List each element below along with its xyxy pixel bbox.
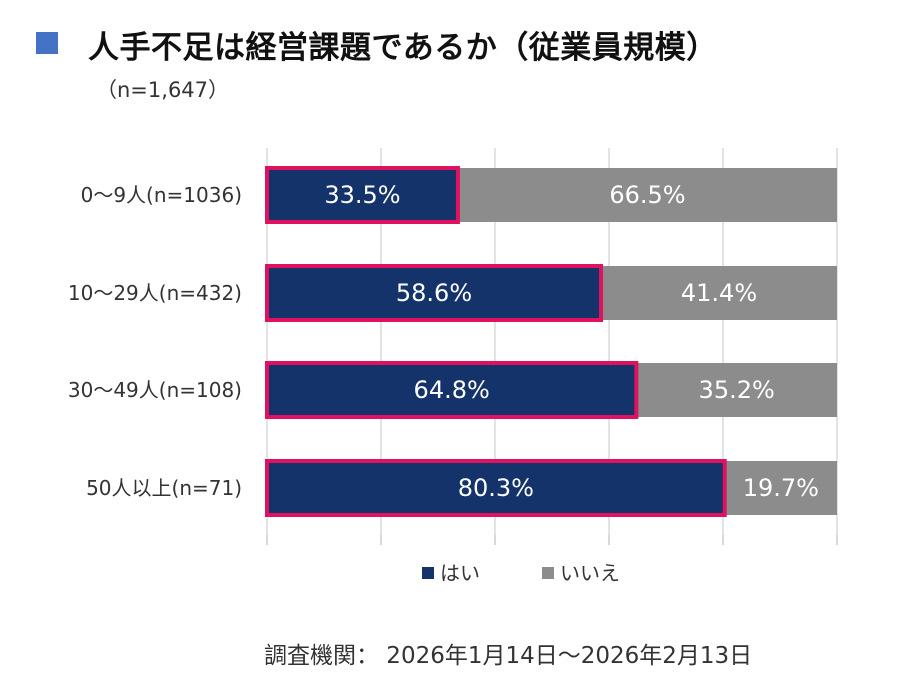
data-label: 64.8% bbox=[414, 376, 490, 404]
legend-label: いいえ bbox=[560, 561, 620, 585]
highlight-frame bbox=[265, 264, 604, 322]
bar-yes bbox=[267, 461, 725, 515]
bar-no bbox=[601, 266, 837, 320]
bar-no bbox=[457, 168, 837, 222]
data-label: 41.4% bbox=[681, 279, 757, 307]
data-label: 19.7% bbox=[743, 474, 819, 502]
legend-swatch-yes bbox=[422, 567, 434, 579]
bar-yes bbox=[267, 168, 458, 222]
data-label: 35.2% bbox=[699, 376, 775, 404]
data-label: 58.6% bbox=[396, 279, 472, 307]
highlight-frame bbox=[265, 361, 639, 419]
legend-swatch-no bbox=[542, 567, 554, 579]
category-label: 50人以上(n=71) bbox=[86, 476, 242, 500]
category-label: 0～9人(n=1036) bbox=[81, 183, 242, 207]
title-marker bbox=[36, 32, 58, 54]
highlight-frame bbox=[265, 166, 460, 224]
category-label: 30～49人(n=108) bbox=[68, 378, 242, 402]
chart-title: 人手不足は経営課題であるか（従業員規模） bbox=[88, 30, 718, 66]
bar-yes bbox=[267, 266, 602, 320]
highlight-frame bbox=[265, 459, 727, 517]
legend-label: はい bbox=[440, 561, 480, 585]
bars: 33.5% 66.5% 58.6% 41.4% 64.8% 35.2% 80.3% 19.7% bbox=[265, 166, 837, 517]
category-label: 10～29人(n=432) bbox=[68, 281, 242, 305]
bar-yes bbox=[267, 363, 637, 417]
data-label: 66.5% bbox=[609, 181, 685, 209]
chart-subtitle: （n=1,647） bbox=[96, 78, 230, 102]
bar-no bbox=[636, 363, 837, 417]
category-labels: 0～9人(n=1036) 10～29人(n=432) 30～49人(n=108) 50… bbox=[68, 183, 242, 500]
data-label: 80.3% bbox=[458, 474, 534, 502]
legend: はい いいえ bbox=[422, 561, 620, 585]
data-label: 33.5% bbox=[324, 181, 400, 209]
bar-no bbox=[724, 461, 837, 515]
survey-period-note: 調査機関： 2026年1月14日～2026年2月13日 bbox=[264, 643, 753, 669]
